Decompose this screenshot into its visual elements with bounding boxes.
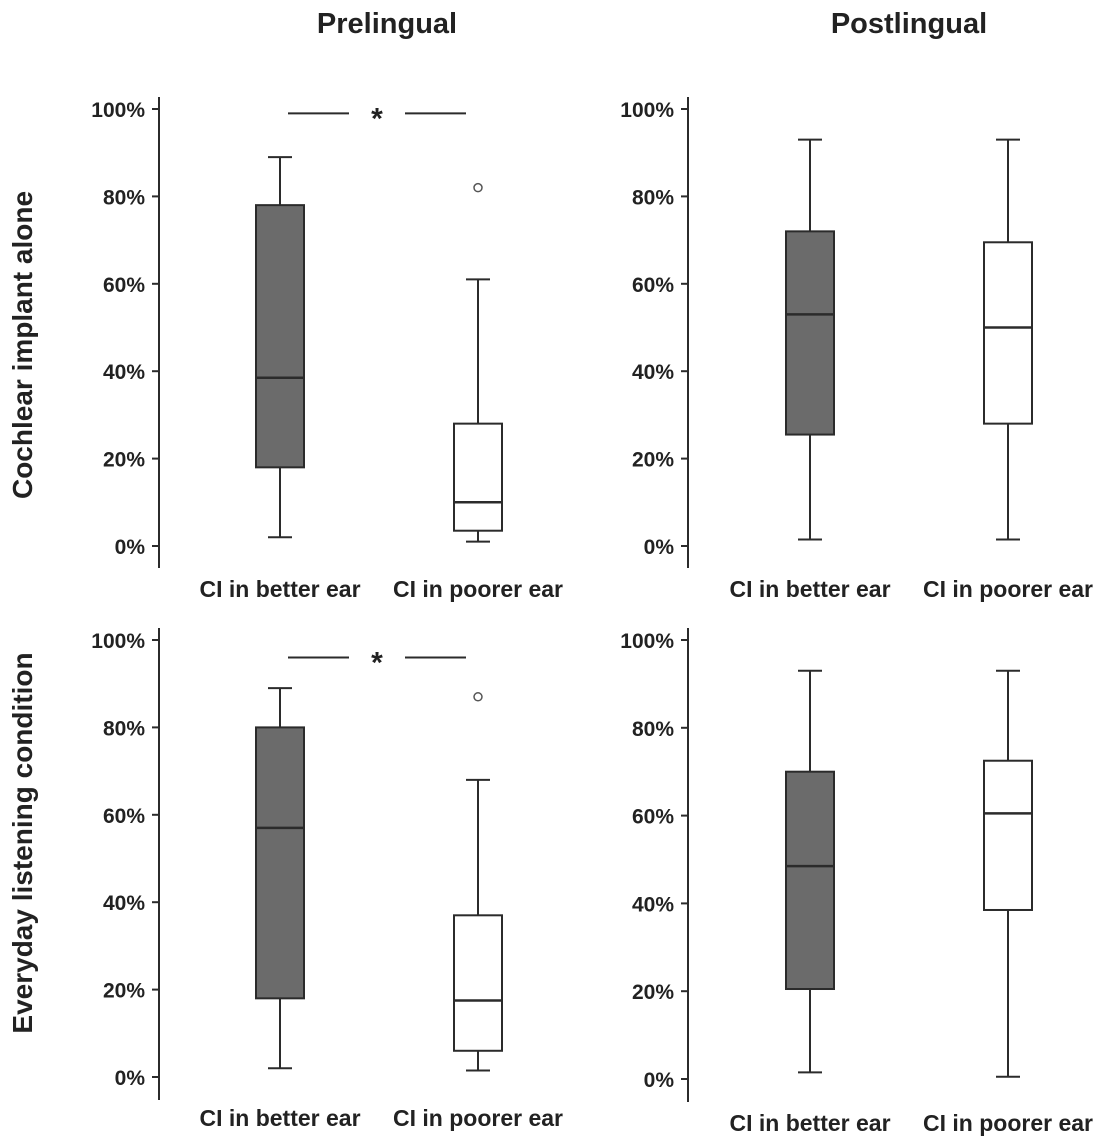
box-ci-in-better-ear (255, 156, 305, 539)
category-label-ci-in-better-ear: CI in better ear (729, 1110, 890, 1136)
y-tick-label: 20% (632, 449, 674, 472)
y-tick-label: 80% (632, 186, 674, 209)
y-tick-label: 40% (103, 361, 145, 384)
y-tick-label: 40% (103, 892, 145, 915)
box-ci-in-better-ear (785, 669, 835, 1074)
box-ci-in-poorer-ear (453, 692, 503, 1072)
box-ci-in-better-ear (255, 687, 305, 1070)
y-tick-label: 80% (103, 717, 145, 740)
y-tick-label: 80% (632, 718, 674, 741)
panel-cochlear-implant-alone-postlingual: 0% 20% 40% 60% 80% 100% CI in better ear CI in … (620, 97, 1093, 602)
box-ci-in-better-ear (785, 138, 835, 541)
box-iqr (255, 204, 305, 469)
y-tick-label: 60% (103, 274, 145, 297)
box-iqr (785, 770, 835, 991)
significance-marker: * (288, 646, 466, 679)
outlier-point (473, 182, 483, 193)
box-iqr (453, 914, 503, 1052)
panel-everyday-listening-condition-postlingual: 0% 20% 40% 60% 80% 100% CI in better ear CI in … (620, 628, 1093, 1136)
panel-cochlear-implant-alone-prelingual: 0% 20% 40% 60% 80% 100% CI in better ear CI in … (91, 97, 563, 602)
box-iqr (983, 241, 1033, 425)
y-tick-label: 100% (620, 630, 674, 653)
row-title-cochlear-implant-alone: Cochlear implant alone (7, 191, 38, 499)
y-tick-label: 40% (632, 893, 674, 916)
box-iqr (983, 759, 1033, 911)
category-label-ci-in-poorer-ear: CI in poorer ear (393, 576, 563, 602)
column-title-postlingual: Postlingual (831, 8, 987, 40)
column-title-prelingual: Prelingual (317, 8, 457, 40)
y-tick-label: 0% (115, 1067, 146, 1090)
box-iqr (255, 726, 305, 1000)
panels: 0% 20% 40% 60% 80% 100% CI in better ear CI in … (91, 97, 1093, 1136)
box-ci-in-poorer-ear (983, 138, 1033, 541)
y-tick-label: 40% (632, 361, 674, 384)
y-tick-label: 60% (632, 806, 674, 829)
category-label-ci-in-better-ear: CI in better ear (199, 576, 360, 602)
box-ci-in-poorer-ear (453, 182, 503, 543)
y-tick-label: 100% (91, 630, 145, 653)
category-label-ci-in-poorer-ear: CI in poorer ear (393, 1105, 563, 1131)
panel-everyday-listening-condition-prelingual: 0% 20% 40% 60% 80% 100% CI in better ear CI in … (91, 628, 563, 1131)
y-tick-label: 0% (644, 536, 675, 559)
outlier-point (473, 692, 483, 702)
y-tick-label: 60% (103, 805, 145, 828)
y-tick-label: 20% (632, 981, 674, 1004)
row-title-everyday-listening: Everyday listening condition (7, 652, 38, 1033)
y-tick-label: 20% (103, 449, 145, 472)
box-iqr (785, 230, 835, 436)
y-tick-label: 100% (620, 99, 674, 122)
significance-star: * (371, 102, 383, 135)
category-label-ci-in-poorer-ear: CI in poorer ear (923, 1110, 1093, 1136)
y-tick-label: 80% (103, 186, 145, 209)
y-tick-label: 0% (644, 1069, 675, 1092)
significance-star: * (371, 646, 383, 679)
y-tick-label: 0% (115, 536, 146, 559)
category-label-ci-in-better-ear: CI in better ear (729, 576, 890, 602)
y-tick-label: 20% (103, 980, 145, 1003)
box-iqr (453, 422, 503, 532)
significance-marker: * (288, 102, 466, 135)
y-tick-label: 100% (91, 99, 145, 122)
category-label-ci-in-better-ear: CI in better ear (199, 1105, 360, 1131)
y-tick-label: 60% (632, 274, 674, 297)
box-ci-in-poorer-ear (983, 669, 1033, 1078)
category-label-ci-in-poorer-ear: CI in poorer ear (923, 576, 1093, 602)
